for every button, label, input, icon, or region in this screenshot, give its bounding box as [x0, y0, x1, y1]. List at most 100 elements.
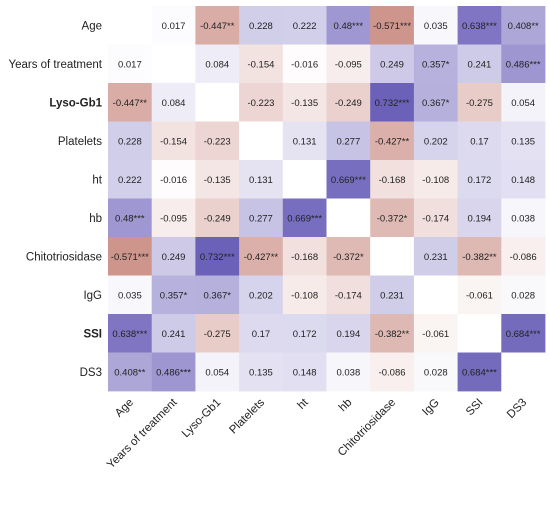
cell-value-label: 0.131 — [249, 175, 273, 186]
heatmap-cell-platelets-chitotriosidase — [370, 121, 415, 161]
heatmap-cell-lyso-gb1-igg — [413, 83, 458, 122]
heatmap-cell-ds3-igg — [413, 352, 458, 392]
heatmap-cell-lyso-gb1-platelets — [239, 83, 284, 122]
heatmap-cells: 0.017 -0.447** 0.228 0.222 0.48*** -0.571*** 0… — [108, 6, 546, 392]
heatmap-cell-age-ssi — [457, 6, 502, 45]
cell-value-label: 0.638*** — [462, 21, 497, 32]
heatmap-cell-platelets-hb — [326, 121, 371, 161]
cell-value-label: -0.168 — [379, 175, 406, 186]
heatmap-cell-ht-chitotriosidase — [370, 160, 415, 199]
row-label-chitotriosidase: Chitotriosidase — [26, 251, 102, 263]
row-label-igg: IgG — [83, 290, 102, 302]
heatmap-cell-lyso-gb1-lyso-gb1 — [195, 83, 240, 122]
row-labels: Age Years of treatment Lyso-Gb1 Platelets ht… — [8, 20, 102, 379]
cell-value-label: 0.486*** — [506, 59, 541, 70]
cell-value-label: 0.222 — [293, 21, 317, 32]
cell-value-label: -0.086 — [510, 252, 537, 263]
heatmap-cell-chitotriosidase-ssi — [457, 237, 502, 276]
heatmap-cell-chitotriosidase-hb — [326, 237, 371, 276]
column-label-platelets: Platelets — [227, 396, 267, 436]
row-label-ht: ht — [92, 174, 102, 186]
cell-value-label: 0.135 — [249, 367, 273, 378]
cell-value-label: 0.194 — [468, 213, 492, 224]
cell-value-label: 0.194 — [336, 329, 360, 340]
heatmap-cell-igg-ds3 — [501, 275, 546, 315]
cell-value-label: 0.017 — [118, 59, 142, 70]
cell-value-label: -0.174 — [335, 290, 362, 301]
cell-value-label: 0.035 — [424, 21, 448, 32]
cell-value-label: 0.669*** — [331, 175, 366, 186]
heatmap-cell-age-lyso-gb1 — [195, 6, 240, 45]
heatmap-cell-hb-ht — [282, 198, 327, 238]
cell-value-label: 0.241 — [162, 329, 186, 340]
cell-value-label: 0.231 — [424, 252, 448, 263]
heatmap-cell-igg-hb — [326, 275, 371, 315]
cell-value-label: -0.061 — [466, 290, 493, 301]
row-label-platelets: Platelets — [58, 136, 102, 148]
heatmap-cell-years-of-treatment-hb — [326, 44, 371, 84]
cell-value-label: 0.222 — [118, 175, 142, 186]
heatmap-cell-igg-ht — [282, 275, 327, 315]
heatmap-cell-platelets-age — [108, 121, 153, 161]
heatmap-cell-ssi-platelets — [239, 314, 284, 353]
heatmap-cell-age-ht — [282, 6, 327, 45]
heatmap-cell-ssi-ds3 — [501, 314, 546, 353]
column-label-ssi: SSI — [464, 397, 486, 419]
heatmap-cell-ht-age — [108, 160, 153, 199]
heatmap-cell-platelets-platelets — [239, 121, 284, 161]
heatmap-cell-igg-lyso-gb1 — [195, 275, 240, 315]
cell-value-label: 0.17 — [252, 329, 271, 340]
cell-value-label: 0.131 — [293, 136, 317, 147]
heatmap-cell-ht-lyso-gb1 — [195, 160, 240, 199]
row-label-ssi: SSI — [83, 328, 102, 340]
heatmap-cell-years-of-treatment-chitotriosidase — [370, 44, 415, 84]
heatmap-cell-ssi-igg — [413, 314, 458, 353]
cell-value-label: 0.241 — [468, 59, 492, 70]
cell-value-label: -0.108 — [422, 175, 449, 186]
cell-value-label: 0.277 — [249, 213, 273, 224]
row-label-age: Age — [82, 20, 102, 32]
cell-value-label: 0.054 — [205, 367, 229, 378]
cell-value-label: 0.135 — [511, 136, 535, 147]
heatmap-cell-lyso-gb1-years-of-treatment — [151, 83, 196, 122]
cell-value-label: 0.684*** — [506, 329, 541, 340]
heatmap-cell-ds3-age — [108, 352, 153, 392]
heatmap-cell-ssi-ht — [282, 314, 327, 353]
cell-value-label: 0.486*** — [156, 367, 191, 378]
cell-value-label: 0.202 — [424, 136, 448, 147]
heatmap-cell-platelets-igg — [413, 121, 458, 161]
heatmap-cell-ds3-hb — [326, 352, 371, 392]
cell-value-label: 0.231 — [380, 290, 404, 301]
cell-value-label: 0.357* — [160, 290, 188, 301]
heatmap-cell-chitotriosidase-years-of-treatment — [151, 237, 196, 276]
cell-value-label: 0.408** — [508, 21, 539, 32]
heatmap-cell-years-of-treatment-years-of-treatment — [151, 44, 196, 84]
cell-value-label: -0.372* — [333, 252, 364, 263]
cell-value-label: -0.372* — [377, 213, 408, 224]
cell-value-label: 0.202 — [249, 290, 273, 301]
heatmap-cell-age-ds3 — [501, 6, 546, 45]
heatmap-cell-chitotriosidase-igg — [413, 237, 458, 276]
heatmap-cell-ht-igg — [413, 160, 458, 199]
cell-value-label: 0.172 — [293, 329, 317, 340]
row-label-hb: hb — [89, 213, 102, 225]
cell-value-label: -0.095 — [335, 59, 362, 70]
heatmap-cell-ht-hb — [326, 160, 371, 199]
heatmap-cell-age-years-of-treatment — [151, 6, 196, 45]
heatmap-cell-years-of-treatment-ssi — [457, 44, 502, 84]
heatmap-cell-hb-age — [108, 198, 153, 238]
heatmap-cell-ds3-chitotriosidase — [370, 352, 415, 392]
heatmap-cell-hb-years-of-treatment — [151, 198, 196, 238]
cell-value-label: -0.086 — [379, 367, 406, 378]
cell-value-label: -0.154 — [247, 59, 274, 70]
heatmap-cell-hb-ssi — [457, 198, 502, 238]
cell-value-label: 0.408** — [114, 367, 145, 378]
heatmap-cell-ht-platelets — [239, 160, 284, 199]
cell-value-label: -0.135 — [291, 98, 318, 109]
cell-value-label: -0.168 — [291, 252, 318, 263]
cell-value-label: 0.277 — [336, 136, 360, 147]
cell-value-label: 0.148 — [511, 175, 535, 186]
heatmap-cell-ht-ds3 — [501, 160, 546, 199]
heatmap-cell-age-hb — [326, 6, 371, 45]
heatmap-cell-chitotriosidase-lyso-gb1 — [195, 237, 240, 276]
